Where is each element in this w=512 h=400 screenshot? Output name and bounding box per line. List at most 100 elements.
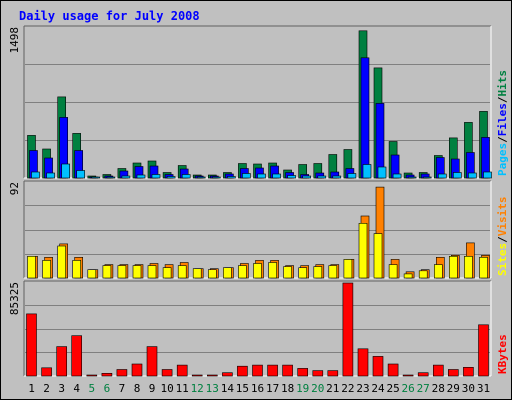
bar: [27, 255, 36, 279]
bar: [448, 255, 458, 279]
bar: [373, 233, 383, 279]
chart-panels: 1498Pages/Files/Hits92Sites/Visits85325K…: [8, 25, 509, 377]
bar: [297, 368, 309, 377]
bar: [161, 369, 173, 377]
bar: [106, 176, 116, 179]
x-tick-label: 6: [104, 382, 111, 395]
y-max-label: 1498: [8, 27, 21, 54]
bar: [117, 265, 127, 279]
x-tick-label: 31: [477, 382, 490, 395]
bar: [166, 176, 176, 179]
bar: [287, 175, 296, 179]
bar: [176, 364, 188, 377]
bar: [282, 364, 293, 377]
bar: [360, 57, 370, 179]
bar: [437, 173, 447, 179]
x-tick-label: 13: [206, 382, 219, 395]
bar: [132, 265, 142, 279]
x-tick-label: 15: [236, 382, 249, 395]
bar: [452, 172, 462, 179]
x-tick-label: 19: [296, 382, 309, 395]
x-tick-label: 3: [58, 382, 65, 395]
series-sites: [27, 223, 488, 279]
bar: [478, 324, 489, 377]
bar: [447, 369, 459, 377]
plot-area: [24, 281, 491, 376]
bar: [313, 266, 323, 279]
bar: [402, 374, 414, 377]
bar: [71, 335, 82, 377]
bar: [242, 173, 251, 179]
x-tick-label: 9: [149, 382, 156, 395]
bar: [388, 264, 398, 279]
bar: [131, 363, 143, 377]
bar: [372, 356, 384, 377]
y-max-label: 85325: [8, 282, 21, 315]
bar: [181, 174, 191, 179]
bar: [302, 175, 312, 179]
legend-entry: Pages: [496, 143, 509, 176]
bar: [212, 176, 221, 179]
bar: [136, 174, 146, 179]
x-tick-label: 17: [266, 382, 279, 395]
legend: Sites/Visits: [496, 197, 509, 277]
bar: [328, 265, 338, 279]
bar: [208, 269, 217, 279]
bar: [272, 173, 281, 179]
x-tick-label: 2: [43, 382, 50, 395]
bar: [418, 270, 428, 279]
y-max-label: 92: [8, 182, 21, 195]
bar: [46, 172, 55, 179]
x-tick-label: 7: [119, 382, 126, 395]
x-axis-day-labels: 1 2 3 4 5 6 7 8 9 10 11 12 13 14 15 16 17 18 19 20 21 22 23 24 2…: [28, 382, 490, 395]
legend-entry: KBytes: [496, 334, 509, 374]
legend-entry: Visits: [496, 197, 509, 237]
legend-entry: Sites: [496, 243, 509, 276]
legend: KBytes: [496, 334, 509, 374]
x-tick-label: 10: [160, 382, 173, 395]
bar: [432, 364, 444, 377]
bar: [192, 268, 202, 279]
legend-entry: /: [496, 236, 509, 243]
bar: [151, 174, 161, 179]
bar: [463, 366, 474, 377]
legend-entry: /: [496, 136, 509, 143]
bar: [479, 256, 488, 279]
bar: [268, 262, 277, 279]
bar: [196, 176, 206, 179]
bar: [253, 263, 262, 279]
x-tick-label: 23: [356, 382, 369, 395]
bar: [102, 265, 112, 279]
bar: [358, 223, 368, 279]
bar: [252, 364, 263, 377]
series-kbytes: [26, 282, 489, 377]
bar: [342, 282, 354, 377]
bar: [56, 346, 68, 377]
x-tick-label: 12: [191, 382, 204, 395]
x-tick-label: 21: [326, 382, 339, 395]
bar: [464, 255, 473, 279]
bar: [417, 372, 429, 377]
x-tick-label: 1: [28, 382, 35, 395]
x-tick-label: 24: [371, 382, 385, 395]
x-tick-label: 5: [88, 382, 95, 395]
legend-entry: Hits: [496, 70, 509, 97]
bar: [91, 176, 101, 179]
bar: [227, 176, 236, 179]
x-tick-label: 8: [134, 382, 141, 395]
x-tick-label: 27: [417, 382, 430, 395]
x-tick-label: 18: [281, 382, 294, 395]
bar: [433, 264, 443, 279]
bar: [407, 176, 417, 179]
legend: Pages/Files/Hits: [496, 70, 509, 176]
bar: [347, 173, 357, 179]
x-tick-label: 11: [176, 382, 189, 395]
x-tick-label: 16: [251, 382, 264, 395]
x-tick-label: 22: [341, 382, 354, 395]
bar: [327, 370, 339, 377]
bar: [238, 265, 247, 279]
bar: [177, 265, 187, 279]
legend-entry: Files: [496, 103, 509, 136]
